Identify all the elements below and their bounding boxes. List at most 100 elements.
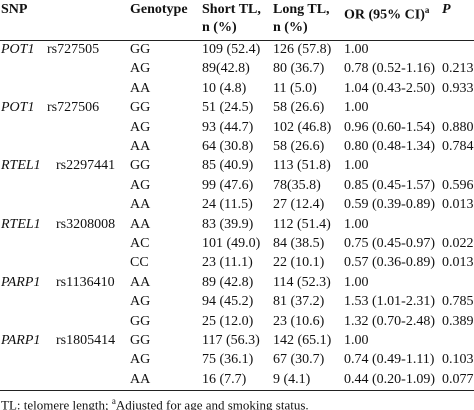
genotype: AA <box>130 216 151 232</box>
header-cell: Long TL, <box>273 2 330 17</box>
short-tl: 99 (47.6) <box>202 177 254 193</box>
genotype: AA <box>130 274 151 290</box>
odds-ratio: 1.00 <box>344 100 369 116</box>
short-tl: 89(42.8) <box>202 61 250 77</box>
bottom-rule <box>0 390 474 391</box>
long-tl: 114 (52.3) <box>273 274 331 290</box>
p-value: 0.933 <box>442 80 474 96</box>
short-tl: 16 (7.7) <box>202 371 247 387</box>
short-tl: 109 (52.4) <box>202 42 261 57</box>
long-tl: 11 (5.0) <box>273 80 317 96</box>
footer-text: Adjusted for age and smoking status. <box>115 397 309 410</box>
header-cell: Genotype <box>130 2 188 17</box>
odds-ratio: 0.57 (0.36-0.89) <box>344 255 435 271</box>
header-text: OR (95% CI) <box>344 7 425 23</box>
long-tl: 58 (26.6) <box>273 139 325 154</box>
long-tl: 9 (4.1) <box>273 371 311 387</box>
short-tl: 83 (39.9) <box>202 216 254 232</box>
genotype: GG <box>130 313 151 329</box>
p-value: 0.389 <box>442 313 474 329</box>
p-value: 0.596 <box>442 177 474 193</box>
long-tl: 113 (51.8) <box>273 158 331 174</box>
short-tl: 64 (30.8) <box>202 139 254 154</box>
genotype: AG <box>130 352 151 368</box>
gene: PARP1 <box>1 274 41 290</box>
header-cell: SNP <box>1 2 28 17</box>
footer-text: TL: telomere length; <box>1 397 112 410</box>
short-tl: 24 (11.5) <box>202 197 253 213</box>
odds-ratio: 0.96 (0.60-1.54) <box>344 119 435 135</box>
long-tl: 142 (65.1) <box>273 333 332 348</box>
p-value: 0.213 <box>442 61 474 77</box>
long-tl: 78(35.8) <box>273 177 321 193</box>
gene: PARP1 <box>1 333 41 348</box>
footnote-mark: a <box>424 5 430 15</box>
genotype: GG <box>130 158 151 174</box>
snp-id: rs727506 <box>47 100 100 116</box>
genotype: GG <box>130 333 151 348</box>
genotype: AG <box>130 177 151 193</box>
snp-id: rs2297441 <box>56 158 116 174</box>
gene: POT1 <box>1 100 35 116</box>
short-tl: 85 (40.9) <box>202 158 254 174</box>
header-rule <box>0 40 474 41</box>
odds-ratio: 0.74 (0.49-1.11) <box>344 352 435 368</box>
odds-ratio: 0.85 (0.45-1.57) <box>344 177 435 193</box>
snp-id: rs1136410 <box>56 274 115 290</box>
long-tl: 112 (51.4) <box>273 216 331 232</box>
gene: RTEL1 <box>1 158 41 174</box>
genotype: AA <box>130 197 151 213</box>
short-tl: 101 (49.0) <box>202 236 261 251</box>
p-value: 0.880 <box>442 119 474 135</box>
header-cell: n (%) <box>202 20 237 35</box>
long-tl: 23 (10.6) <box>273 313 325 329</box>
p-value: 0.022 <box>442 236 474 251</box>
gene: RTEL1 <box>1 216 41 232</box>
p-value: 0.784 <box>442 139 474 154</box>
header-cell: n (%) <box>273 20 308 35</box>
genotype: AC <box>130 236 150 251</box>
genotype: CC <box>130 255 149 271</box>
snp-id: rs1805414 <box>56 333 116 348</box>
long-tl: 81 (37.2) <box>273 294 325 310</box>
snp-id: rs3208008 <box>56 216 116 232</box>
header-cell: Short TL, <box>202 2 261 17</box>
odds-ratio: 1.00 <box>344 333 369 348</box>
odds-ratio: 1.53 (1.01-2.31) <box>344 294 435 310</box>
long-tl: 102 (46.8) <box>273 119 332 135</box>
odds-ratio: 1.00 <box>344 216 369 232</box>
genotype: AA <box>130 139 151 154</box>
long-tl: 58 (26.6) <box>273 100 325 116</box>
short-tl: 93 (44.7) <box>202 119 254 135</box>
odds-ratio: 0.59 (0.39-0.89) <box>344 197 435 213</box>
genotype: AA <box>130 80 151 96</box>
p-value: 0.013 <box>442 255 474 271</box>
odds-ratio: 0.78 (0.52-1.16) <box>344 61 435 77</box>
odds-ratio: 0.80 (0.48-1.34) <box>344 139 435 154</box>
genotype: AG <box>130 119 151 135</box>
short-tl: 51 (24.5) <box>202 100 254 116</box>
odds-ratio: 0.75 (0.45-0.97) <box>344 236 435 251</box>
p-value: 0.013 <box>442 197 474 213</box>
genotype: AA <box>130 371 151 387</box>
odds-ratio: 1.04 (0.43-2.50) <box>344 80 435 96</box>
p-value: 0.077 <box>442 371 474 387</box>
snp-id: rs727505 <box>47 42 100 57</box>
footer: TL: telomere length; aAdjusted for age a… <box>1 393 309 410</box>
genotype: GG <box>130 100 151 116</box>
short-tl: 10 (4.8) <box>202 80 247 96</box>
odds-ratio: 1.00 <box>344 42 369 57</box>
gene: POT1 <box>1 42 35 57</box>
long-tl: 84 (38.5) <box>273 236 325 251</box>
p-value: 0.103 <box>442 352 474 368</box>
short-tl: 117 (56.3) <box>202 333 260 348</box>
genotype: AG <box>130 294 151 310</box>
odds-ratio: 1.32 (0.70-2.48) <box>344 313 435 329</box>
header-cell: OR (95% CI)a <box>344 2 429 24</box>
short-tl: 94 (45.2) <box>202 294 254 310</box>
long-tl: 27 (12.4) <box>273 197 325 213</box>
genotype: AG <box>130 61 151 77</box>
short-tl: 75 (36.1) <box>202 352 254 368</box>
odds-ratio: 0.44 (0.20-1.09) <box>344 371 435 387</box>
